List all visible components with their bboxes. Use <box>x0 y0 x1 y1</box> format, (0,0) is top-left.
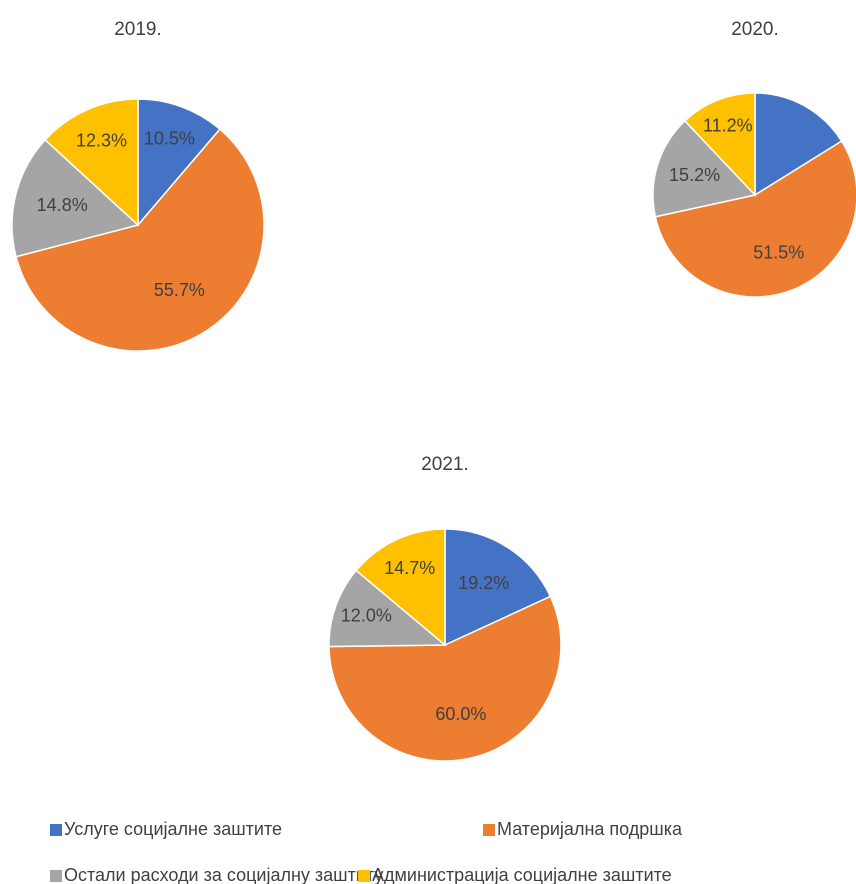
data-label: 11.2% <box>703 116 753 136</box>
data-label: 12.0% <box>341 606 392 626</box>
pie-slice <box>328 569 448 648</box>
legend-swatch <box>483 824 495 836</box>
pie-slice <box>137 98 221 228</box>
legend-label: Материјална подршка <box>497 819 683 839</box>
pie-slice <box>444 528 552 647</box>
chart-title: 2021. <box>421 454 469 475</box>
pie-slice <box>355 528 446 647</box>
pie-slice <box>754 92 843 197</box>
chart-title: 2020. <box>731 19 779 40</box>
pie-slice <box>15 128 265 352</box>
legend-label: Администрација социјалне заштите <box>372 865 672 884</box>
pie-slice <box>652 119 757 218</box>
data-label: 14.7% <box>384 558 435 578</box>
chart-title: 2019. <box>114 19 162 40</box>
legend-swatch <box>50 870 62 882</box>
pie-slice <box>654 140 856 298</box>
data-label: 19.2% <box>458 573 509 593</box>
data-label: 15.2% <box>669 165 720 185</box>
legend-label: Услуге социјалне заштите <box>64 819 282 839</box>
data-label: 51.5% <box>753 242 804 262</box>
data-label: 10.5% <box>144 129 195 149</box>
legend-swatch <box>358 870 370 882</box>
legend-label: Остали расходи за социјалну заштиту <box>64 865 383 884</box>
data-label: 14.8% <box>37 195 88 215</box>
pie-slice <box>328 595 562 762</box>
data-label: 55.7% <box>154 280 205 300</box>
data-label: 12.3% <box>76 131 127 151</box>
data-label: 60.0% <box>435 704 486 724</box>
pie-slice <box>44 98 139 227</box>
legend-swatch <box>50 824 62 836</box>
pie-slice <box>11 138 140 258</box>
pie-slice <box>683 92 756 197</box>
